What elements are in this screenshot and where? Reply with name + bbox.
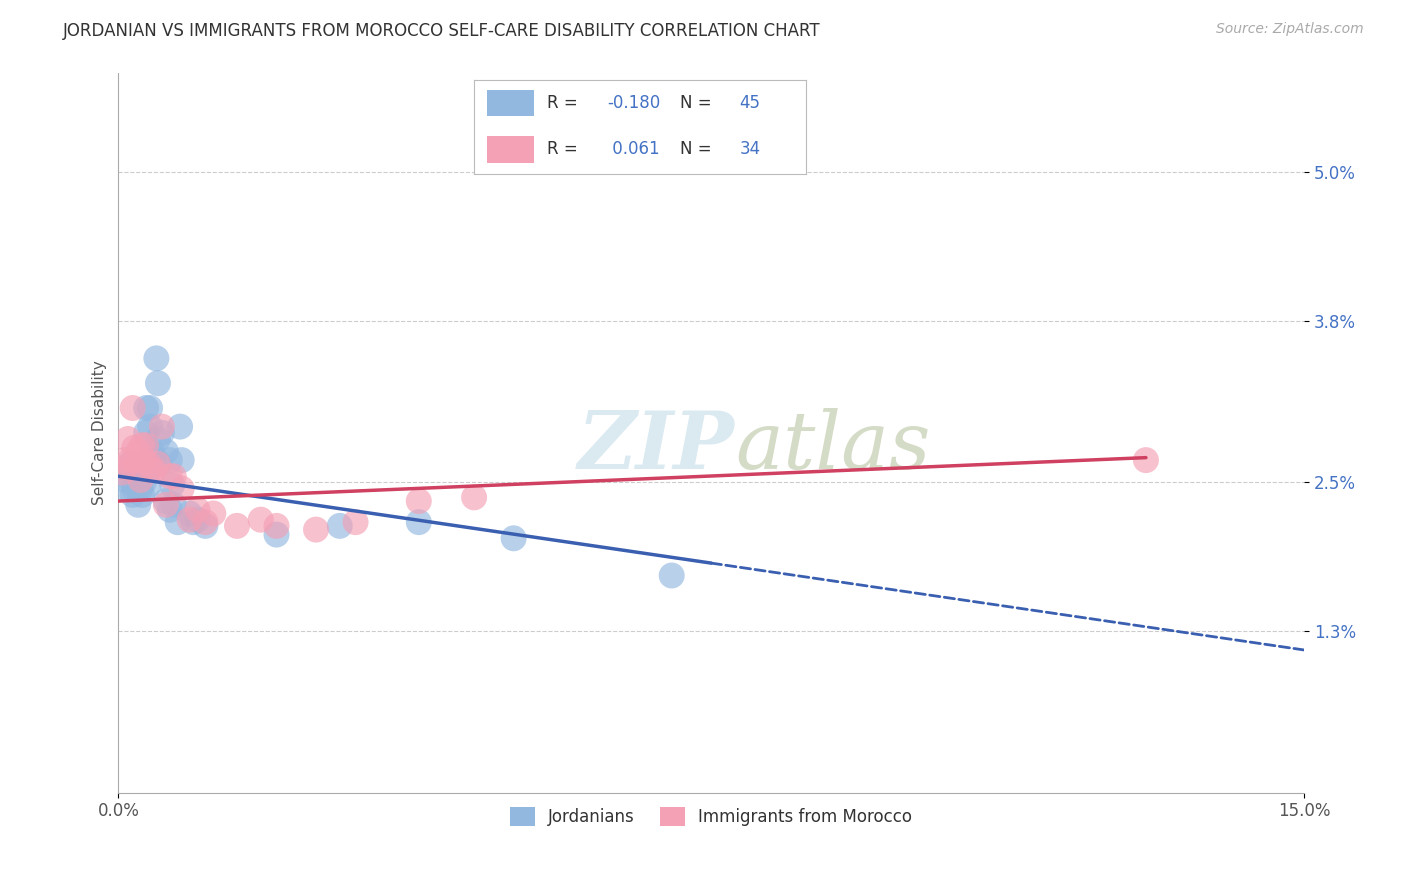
Point bbox=[266, 519, 288, 533]
Point bbox=[129, 473, 152, 487]
Point bbox=[249, 513, 271, 527]
Point bbox=[226, 519, 249, 533]
Point bbox=[150, 425, 173, 440]
Point bbox=[121, 488, 143, 502]
Point bbox=[159, 469, 181, 483]
Point bbox=[117, 469, 139, 483]
Point bbox=[179, 513, 201, 527]
Point bbox=[129, 482, 152, 496]
Point bbox=[463, 491, 485, 505]
Point bbox=[111, 466, 134, 480]
Point bbox=[138, 478, 160, 492]
Point bbox=[169, 419, 191, 434]
Point bbox=[266, 527, 288, 541]
Point bbox=[194, 515, 217, 529]
Point bbox=[114, 453, 136, 467]
Point bbox=[160, 478, 183, 492]
Point bbox=[135, 438, 157, 452]
Legend: Jordanians, Immigrants from Morocco: Jordanians, Immigrants from Morocco bbox=[502, 798, 921, 835]
Point bbox=[120, 453, 142, 467]
Point bbox=[127, 498, 149, 512]
Y-axis label: Self-Care Disability: Self-Care Disability bbox=[93, 360, 107, 505]
Point bbox=[125, 478, 148, 492]
Text: ZIP: ZIP bbox=[578, 409, 735, 486]
Point bbox=[125, 453, 148, 467]
Point bbox=[132, 475, 155, 490]
Point bbox=[117, 432, 139, 446]
Point bbox=[163, 469, 186, 483]
Point bbox=[163, 498, 186, 512]
Point bbox=[127, 444, 149, 458]
Point bbox=[329, 519, 352, 533]
Point bbox=[155, 444, 177, 458]
Point bbox=[141, 444, 163, 458]
Point bbox=[129, 457, 152, 471]
Point bbox=[121, 401, 143, 415]
Point bbox=[131, 463, 153, 477]
Text: JORDANIAN VS IMMIGRANTS FROM MOROCCO SELF-CARE DISABILITY CORRELATION CHART: JORDANIAN VS IMMIGRANTS FROM MOROCCO SEL… bbox=[63, 22, 821, 40]
Point bbox=[138, 453, 160, 467]
Point bbox=[146, 376, 169, 391]
Point bbox=[135, 425, 157, 440]
Point bbox=[146, 457, 169, 471]
Point bbox=[131, 488, 153, 502]
Point bbox=[143, 450, 166, 465]
Point bbox=[115, 482, 138, 496]
Point bbox=[138, 457, 160, 471]
Point bbox=[179, 507, 201, 521]
Point bbox=[166, 515, 188, 529]
Point bbox=[115, 460, 138, 475]
Point bbox=[114, 473, 136, 487]
Point bbox=[135, 401, 157, 415]
Point bbox=[127, 473, 149, 487]
Point bbox=[132, 453, 155, 467]
Point bbox=[1135, 453, 1157, 467]
Point bbox=[305, 523, 328, 537]
Text: Source: ZipAtlas.com: Source: ZipAtlas.com bbox=[1216, 22, 1364, 37]
Point bbox=[194, 519, 217, 533]
Point bbox=[146, 432, 169, 446]
Point bbox=[148, 457, 170, 471]
Point bbox=[155, 498, 177, 512]
Point bbox=[122, 482, 145, 496]
Point bbox=[186, 502, 208, 516]
Point bbox=[170, 453, 193, 467]
Point bbox=[155, 494, 177, 508]
Point bbox=[131, 438, 153, 452]
Point bbox=[186, 513, 208, 527]
Point bbox=[150, 419, 173, 434]
Point bbox=[661, 568, 683, 582]
Point bbox=[139, 401, 162, 415]
Point bbox=[139, 463, 162, 477]
Point bbox=[145, 351, 167, 366]
Point bbox=[408, 515, 430, 529]
Point bbox=[202, 507, 225, 521]
Point bbox=[122, 441, 145, 455]
Text: atlas: atlas bbox=[735, 409, 931, 486]
Point bbox=[159, 502, 181, 516]
Point bbox=[143, 463, 166, 477]
Point bbox=[408, 494, 430, 508]
Point bbox=[502, 531, 524, 545]
Point bbox=[139, 419, 162, 434]
Point bbox=[159, 453, 181, 467]
Point bbox=[170, 482, 193, 496]
Point bbox=[120, 457, 142, 471]
Point bbox=[183, 515, 205, 529]
Point bbox=[344, 515, 367, 529]
